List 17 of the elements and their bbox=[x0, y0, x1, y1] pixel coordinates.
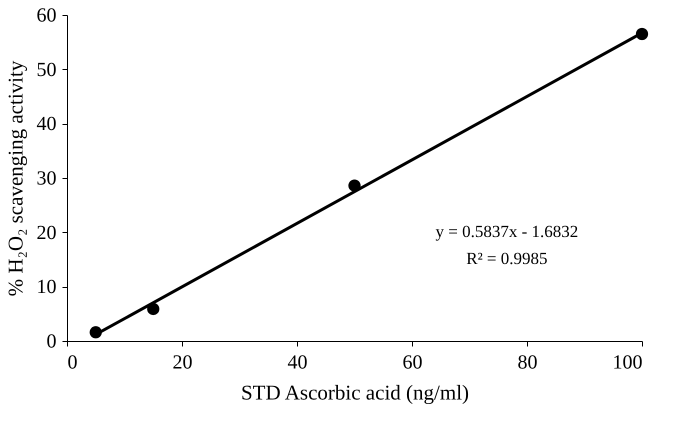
y-tick-label: 30 bbox=[36, 168, 56, 190]
y-axis-title: % H₂O₂ scavenging activity bbox=[4, 60, 28, 296]
y-tick-label: 60 bbox=[36, 4, 56, 26]
annotation: R² = 0.9985 bbox=[466, 248, 548, 268]
x-tick-label: 100 bbox=[612, 352, 642, 374]
annotation: y = 0.5837x - 1.6832 bbox=[436, 222, 578, 241]
y-tick-label: 10 bbox=[36, 276, 56, 298]
x-tick-label: 0 bbox=[68, 352, 78, 374]
x-axis-title: STD Ascorbic acid (ng/ml) bbox=[240, 380, 470, 404]
y-tick-label: 0 bbox=[46, 330, 56, 352]
x-tick-label: 60 bbox=[402, 352, 422, 374]
y-tick-label: 40 bbox=[36, 113, 56, 136]
x-tick-label: 80 bbox=[518, 352, 538, 374]
x-tick-label: 20 bbox=[172, 352, 192, 374]
y-tick-label: 20 bbox=[36, 222, 56, 244]
x-tick-label: 40 bbox=[288, 352, 308, 374]
y-tick-label: 50 bbox=[36, 58, 56, 81]
